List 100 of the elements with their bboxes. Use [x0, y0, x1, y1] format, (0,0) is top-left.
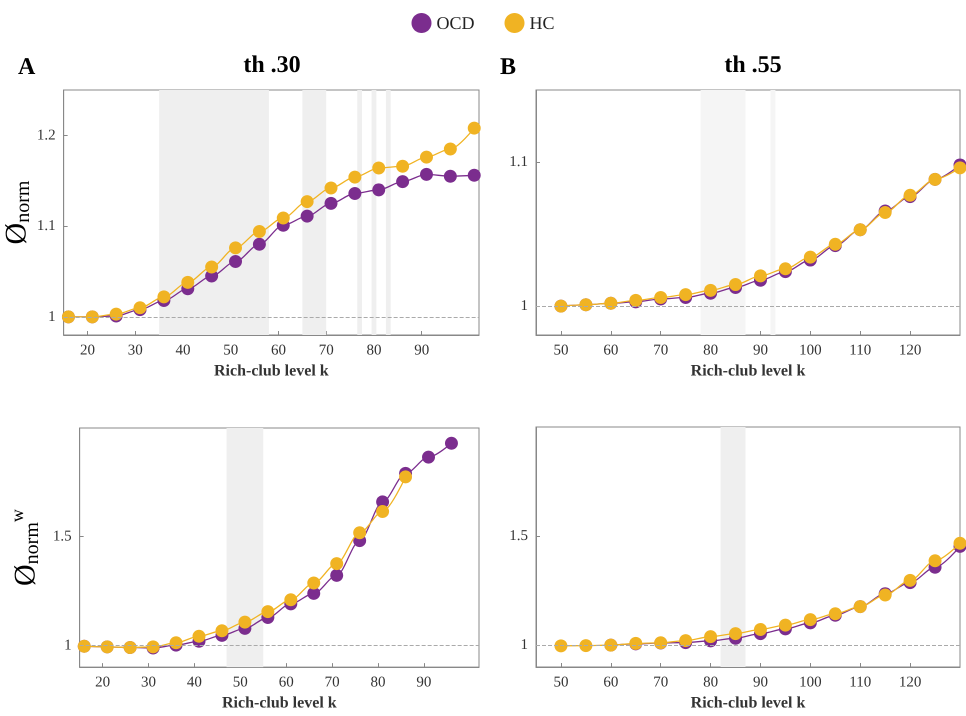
text: A — [18, 54, 36, 80]
x-axis-title: Rich-club level k — [690, 694, 806, 712]
x-tick-label: 50 — [223, 342, 238, 358]
point — [422, 450, 436, 464]
x-tick-label: 110 — [849, 674, 872, 690]
point — [170, 636, 183, 650]
x-tick-label: 100 — [799, 342, 822, 358]
y-tick-label: 1.2 — [36, 127, 56, 144]
point — [348, 170, 362, 184]
point — [396, 160, 410, 173]
y-axis-title: Ønorm — [0, 180, 34, 244]
x-tick-label: 120 — [898, 342, 922, 358]
point — [444, 142, 457, 156]
point — [928, 554, 942, 568]
x-tick-label: 60 — [603, 342, 618, 358]
point — [954, 161, 966, 174]
point — [729, 278, 742, 292]
point — [579, 639, 592, 652]
x-tick-label: 20 — [80, 342, 96, 358]
point — [778, 618, 792, 632]
x-tick-label: 20 — [95, 674, 110, 691]
point — [229, 241, 242, 254]
point — [444, 170, 457, 183]
legend-label: HC — [530, 13, 555, 33]
point — [729, 627, 742, 640]
x-tick-label: 90 — [416, 674, 432, 691]
point — [754, 622, 767, 636]
point — [307, 576, 320, 590]
x-tick-label: 80 — [370, 674, 386, 691]
point — [704, 284, 718, 297]
y-tick-label: 1.5 — [52, 528, 72, 545]
x-tick-label: 70 — [324, 674, 340, 691]
x-tick-label: 110 — [849, 342, 872, 358]
point — [330, 557, 344, 570]
x-tick-label: 50 — [232, 674, 248, 691]
point — [554, 639, 568, 652]
x-tick-label: 80 — [703, 674, 718, 690]
point — [954, 536, 966, 550]
x-tick-label: 80 — [703, 342, 718, 358]
point — [300, 210, 314, 223]
point — [778, 262, 792, 276]
x-tick-label: 120 — [898, 674, 922, 690]
x-tick-label: 40 — [176, 342, 191, 358]
x-tick-label: 90 — [414, 342, 430, 358]
point — [399, 470, 412, 484]
x-tick-label: 70 — [653, 342, 668, 358]
point — [324, 196, 338, 210]
y-tick-label: 1 — [520, 637, 528, 654]
point — [252, 225, 266, 238]
y-tick-label: 1 — [64, 637, 72, 654]
x-tick-label: 30 — [128, 342, 143, 358]
x-tick-label: 60 — [278, 674, 294, 691]
y-tick-label: 1 — [520, 298, 528, 314]
point — [679, 288, 692, 302]
x-tick-label: 80 — [366, 342, 382, 358]
y-tick-label: 1.1 — [509, 154, 528, 170]
point — [330, 568, 344, 582]
point — [192, 630, 206, 643]
point — [284, 593, 298, 606]
x-axis-title: Rich-club level k — [222, 694, 337, 712]
point — [205, 260, 218, 274]
x-tick-label: 100 — [799, 674, 822, 690]
x-tick-label: 60 — [603, 674, 618, 690]
point — [468, 168, 481, 182]
y-tick-label: 1.5 — [509, 528, 528, 544]
point — [157, 290, 170, 304]
point — [804, 250, 817, 264]
y-tick-label: 1 — [48, 308, 56, 325]
point — [904, 574, 917, 587]
chart-title: th .30 — [243, 52, 301, 78]
point — [396, 175, 410, 188]
point — [754, 269, 767, 282]
point — [229, 255, 242, 268]
point — [324, 182, 338, 194]
y-tick-label: 1.1 — [36, 218, 56, 234]
point — [468, 122, 481, 135]
chart-title: th .55 — [724, 52, 782, 78]
x-tick-label: 50 — [553, 674, 568, 690]
point — [300, 195, 314, 208]
x-axis-title: Rich-club level k — [214, 362, 329, 380]
point — [444, 436, 458, 450]
x-tick-label: 70 — [653, 674, 668, 690]
x-tick-label: 90 — [752, 674, 768, 690]
x-tick-label: 50 — [553, 342, 568, 358]
y-axis-title: Ønormw — [7, 509, 43, 586]
point — [276, 211, 290, 224]
x-tick-label: 30 — [141, 674, 156, 691]
point — [420, 168, 433, 181]
point — [372, 162, 386, 175]
x-axis-title: Rich-club level k — [690, 362, 806, 380]
point — [804, 613, 817, 626]
point — [348, 186, 362, 200]
x-tick-label: 60 — [270, 342, 286, 358]
point — [252, 238, 266, 251]
x-tick-label: 90 — [752, 342, 768, 358]
point — [353, 526, 366, 540]
point — [704, 630, 718, 644]
point — [372, 183, 386, 196]
point — [181, 276, 194, 289]
point — [261, 605, 274, 618]
